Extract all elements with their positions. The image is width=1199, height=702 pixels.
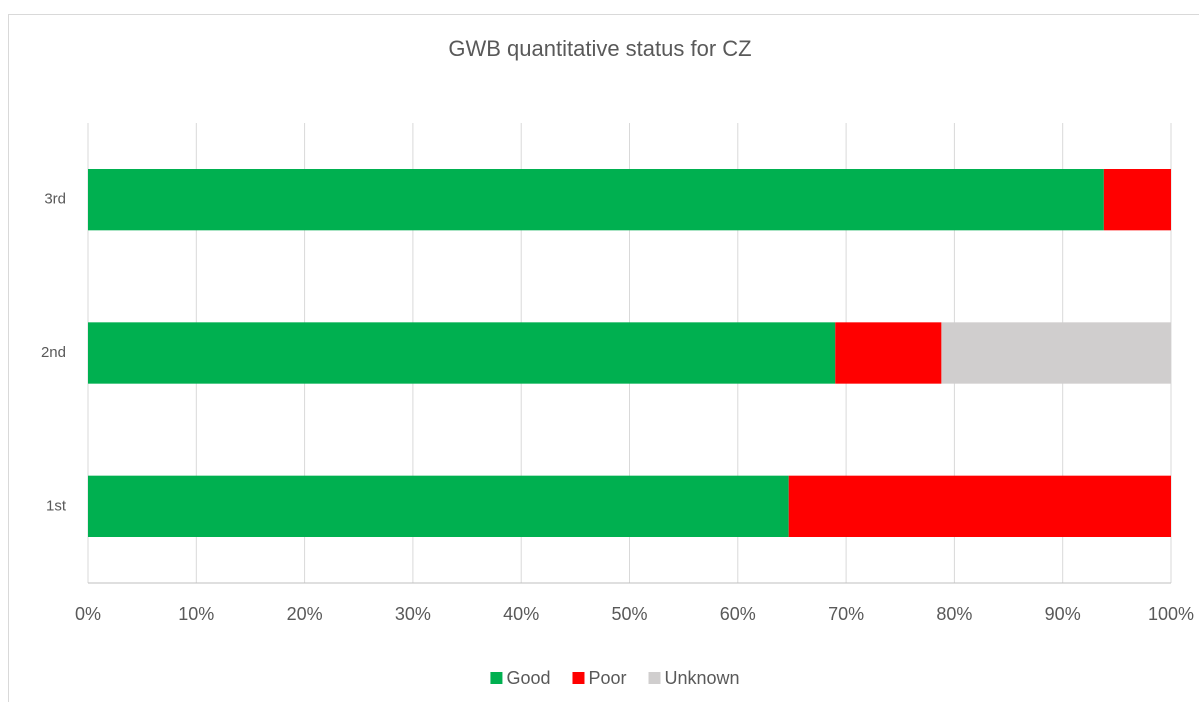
legend-swatch (572, 672, 585, 684)
x-tick-label: 10% (178, 604, 214, 624)
y-tick-label: 1st (46, 497, 67, 514)
legend-swatch (490, 672, 503, 684)
x-tick-label: 80% (936, 604, 972, 624)
bar-segment (835, 322, 942, 384)
chart-title: GWB quantitative status for CZ (448, 36, 751, 61)
y-tick-label: 3rd (44, 191, 66, 208)
x-tick-label: 20% (287, 604, 323, 624)
legend-label: Good (506, 668, 550, 688)
legend-label: Poor (588, 668, 626, 688)
x-tick-label: 30% (395, 604, 431, 624)
bar-segment (88, 475, 789, 537)
bar-segment (788, 475, 1171, 537)
x-tick-label: 60% (720, 604, 756, 624)
legend-swatch (648, 672, 661, 684)
x-tick-label: 90% (1045, 604, 1081, 624)
bar-segment (88, 322, 836, 384)
y-tick-label: 2nd (41, 344, 66, 361)
x-tick-label: 100% (1148, 604, 1194, 624)
bar-segment (941, 322, 1171, 384)
x-tick-label: 0% (75, 604, 101, 624)
x-tick-label: 70% (828, 604, 864, 624)
legend-label: Unknown (665, 668, 740, 688)
bar-segment (1103, 169, 1171, 231)
x-tick-label: 40% (503, 604, 539, 624)
x-tick-label: 50% (611, 604, 647, 624)
bar-segment (88, 169, 1104, 231)
